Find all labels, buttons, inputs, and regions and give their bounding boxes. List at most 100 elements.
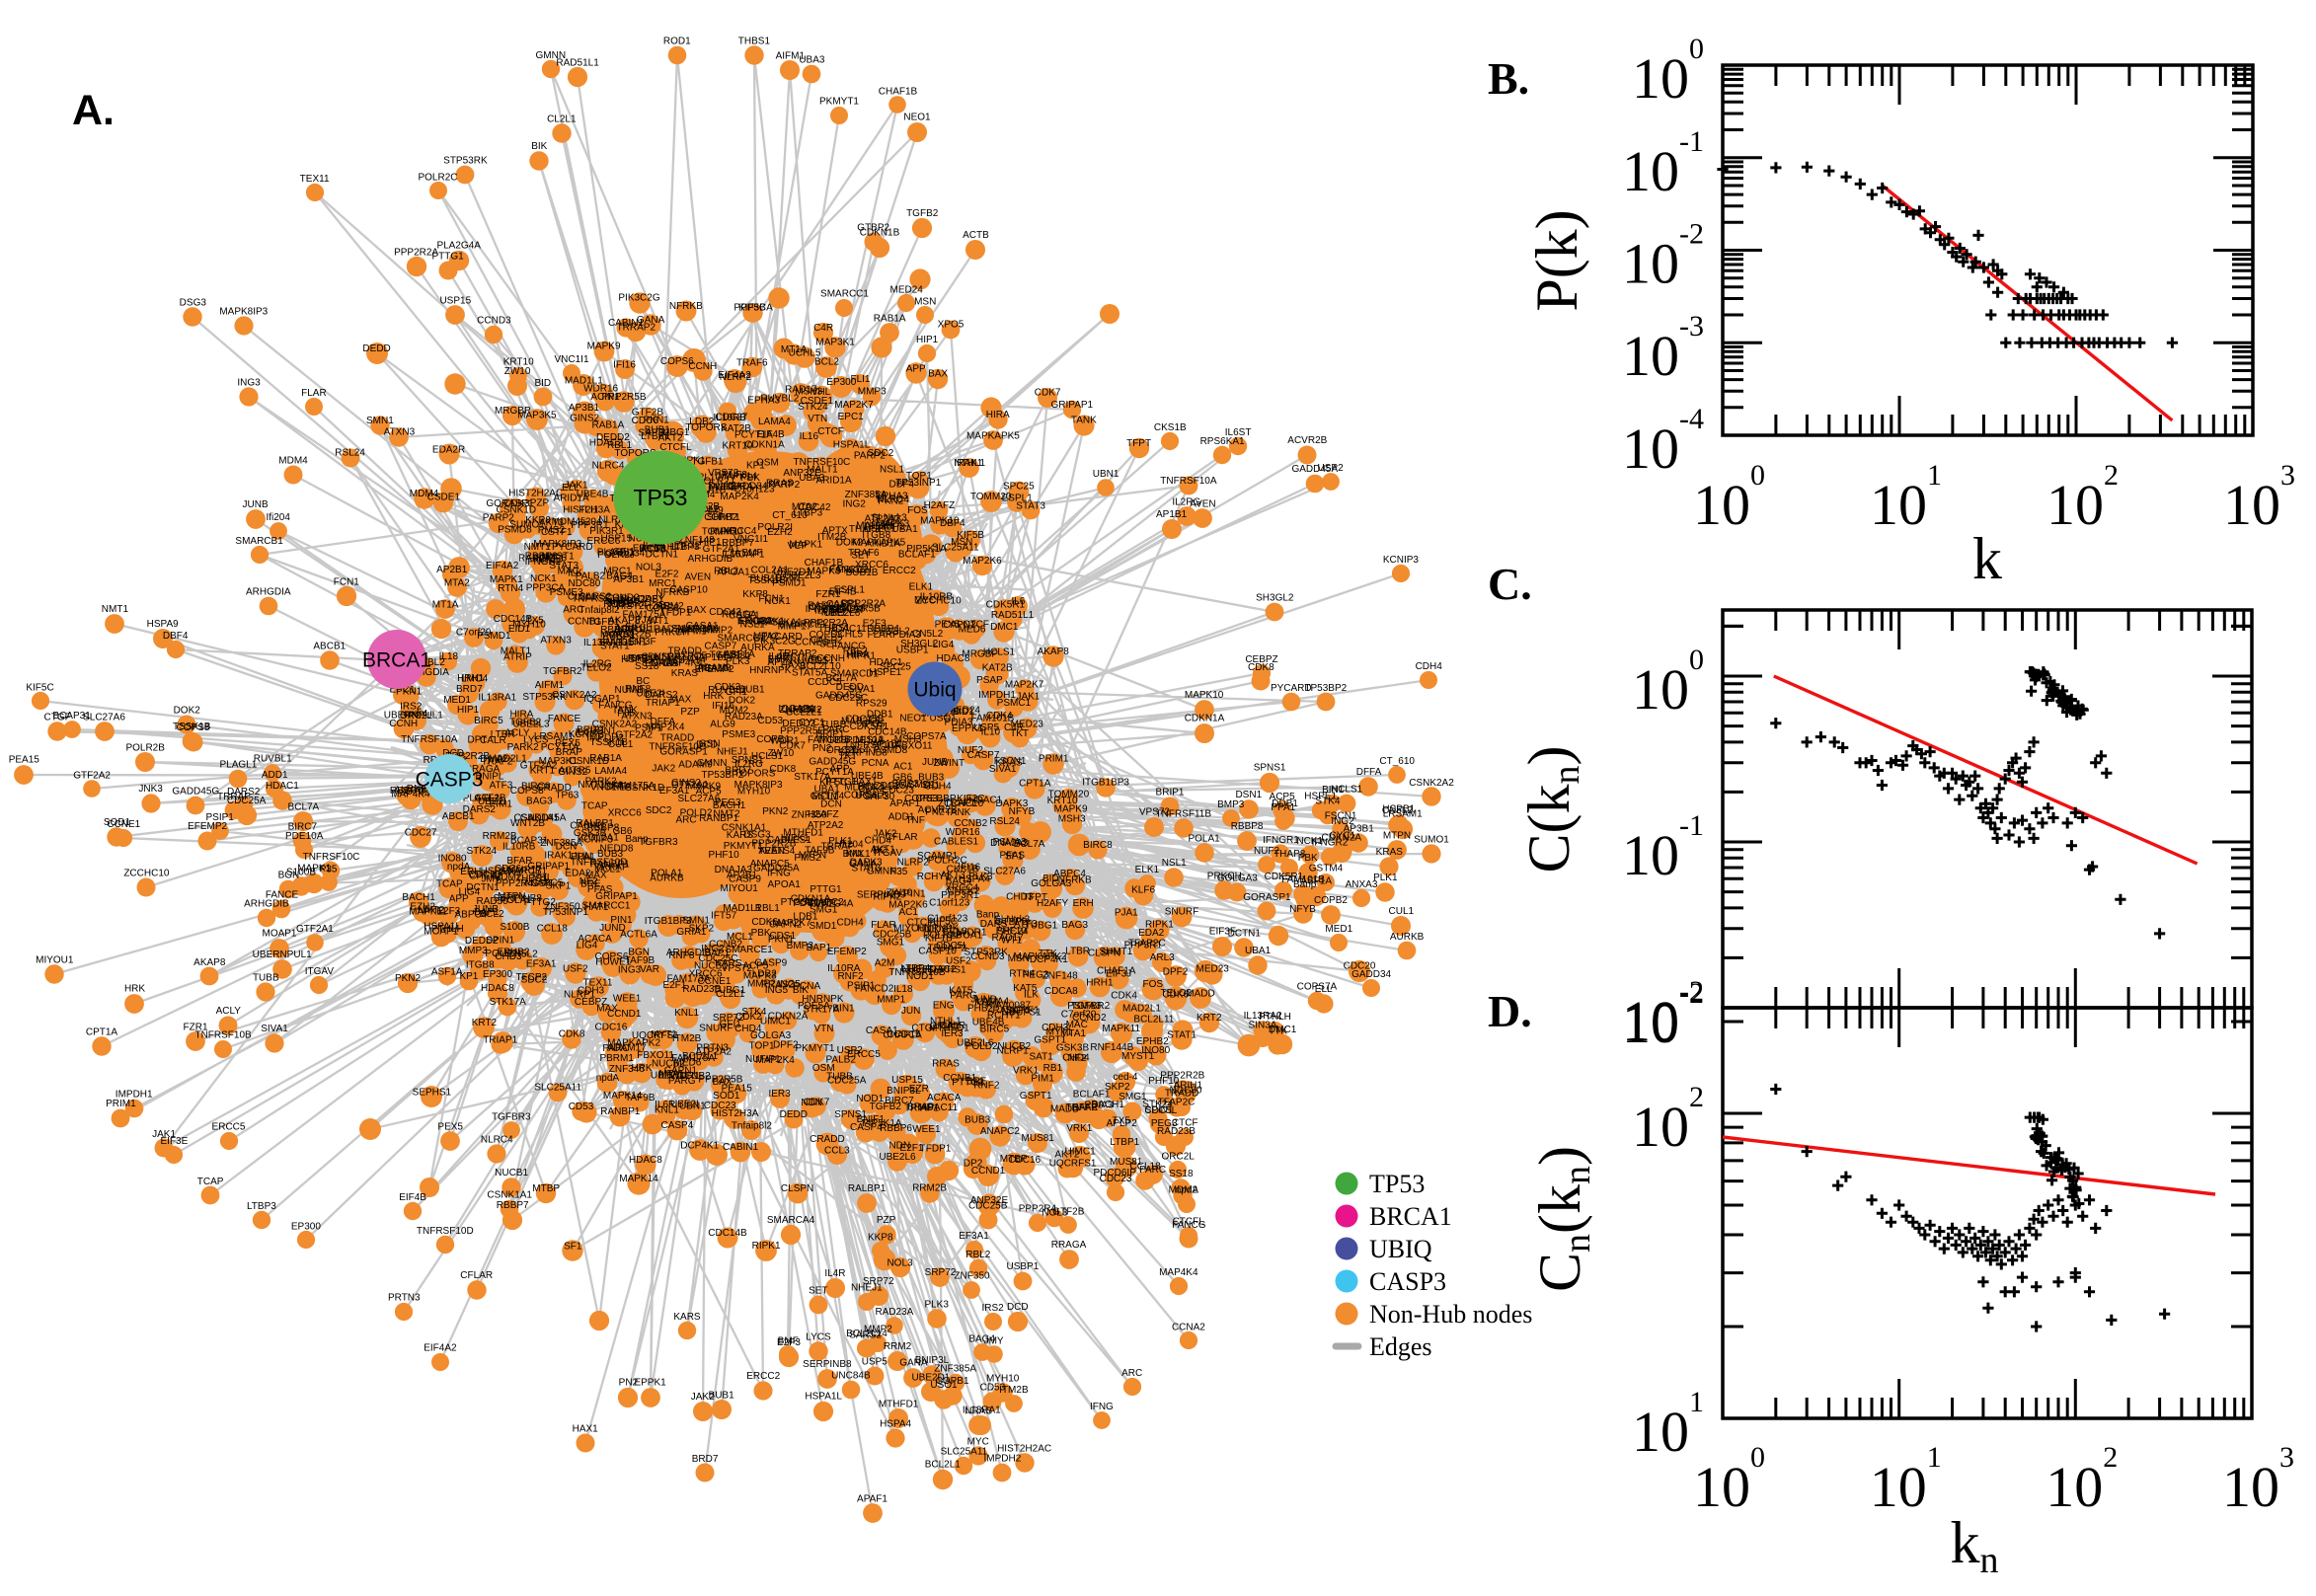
svg-text:MTBP: MTBP <box>1000 1154 1028 1165</box>
svg-text:CCL18: CCL18 <box>537 924 569 935</box>
svg-text:FANCD2: FANCD2 <box>829 565 869 575</box>
svg-text:PARP2: PARP2 <box>854 450 886 461</box>
svg-text:JNK3: JNK3 <box>138 784 163 795</box>
svg-text:TOMM20: TOMM20 <box>970 492 1012 502</box>
svg-text:KRT10: KRT10 <box>503 357 534 368</box>
svg-text:KIF5C: KIF5C <box>930 917 958 928</box>
svg-text:MAX: MAX <box>596 1004 618 1015</box>
svg-text:TNFRSF10C: TNFRSF10C <box>794 457 851 468</box>
svg-text:UBE2L6: UBE2L6 <box>879 1152 916 1163</box>
svg-text:RRAGA: RRAGA <box>1051 1240 1087 1251</box>
svg-text:BIRC7: BIRC7 <box>288 822 318 833</box>
svg-text:LTBP4: LTBP4 <box>900 963 930 974</box>
svg-text:TRADD: TRADD <box>1165 1089 1198 1100</box>
svg-text:VAR: VAR <box>640 964 659 975</box>
svg-text:PKN2: PKN2 <box>395 973 422 984</box>
svg-text:COPB2: COPB2 <box>1314 895 1348 906</box>
svg-text:PZP: PZP <box>680 707 700 718</box>
svg-text:COPS3: COPS3 <box>809 630 842 641</box>
svg-text:RAD50: RAD50 <box>476 896 508 907</box>
svg-text:RAD51L1: RAD51L1 <box>556 57 599 68</box>
svg-text:DCD: DCD <box>1007 1302 1029 1313</box>
svg-text:CRADD: CRADD <box>810 1134 845 1145</box>
svg-text:CHD3: CHD3 <box>495 951 522 962</box>
svg-text:MAPK10: MAPK10 <box>920 515 960 526</box>
svg-text:UBIQ: UBIQ <box>1369 1235 1432 1263</box>
svg-text:CDC16: CDC16 <box>595 1023 628 1033</box>
svg-text:BAX: BAX <box>928 369 948 380</box>
svg-text:USP5: USP5 <box>862 1357 888 1368</box>
svg-text:CSNK2A2: CSNK2A2 <box>1409 778 1454 789</box>
svg-text:AKAP8: AKAP8 <box>193 957 226 968</box>
svg-text:EFEMP2: EFEMP2 <box>827 947 867 957</box>
svg-text:Tnfaip8l2: Tnfaip8l2 <box>732 1120 773 1131</box>
svg-text:HDAC11: HDAC11 <box>919 1102 958 1113</box>
svg-text:HCLS1: HCLS1 <box>751 751 784 762</box>
svg-text:DPT: DPT <box>468 735 488 746</box>
svg-text:MSH3: MSH3 <box>795 386 822 397</box>
svg-text:BAG3: BAG3 <box>526 796 553 806</box>
svg-text:MAPK3: MAPK3 <box>876 519 909 530</box>
svg-text:NMT2: NMT2 <box>713 809 740 820</box>
svg-text:Non-Hub nodes: Non-Hub nodes <box>1369 1300 1532 1329</box>
svg-text:CHD4: CHD4 <box>1062 1052 1090 1063</box>
svg-text:DSG3: DSG3 <box>180 297 207 308</box>
svg-text:HIST2H2AC: HIST2H2AC <box>508 488 563 498</box>
svg-text:JAK2: JAK2 <box>652 763 675 774</box>
svg-text:KCNIP3: KCNIP3 <box>1383 555 1420 566</box>
svg-text:BID: BID <box>534 378 551 389</box>
svg-text:PPP2R5B: PPP2R5B <box>601 392 646 403</box>
svg-text:KRT1: KRT1 <box>530 765 556 776</box>
svg-text:PLAGL1: PLAGL1 <box>219 759 257 770</box>
svg-text:MAPK1: MAPK1 <box>297 864 331 874</box>
svg-text:HDAC1: HDAC1 <box>266 781 299 792</box>
svg-text:DOK2: DOK2 <box>836 538 864 549</box>
svg-text:ATRIP: ATRIP <box>503 652 532 663</box>
svg-text:NSL1: NSL1 <box>1162 858 1187 869</box>
svg-text:CPT1A: CPT1A <box>1019 779 1051 790</box>
svg-text:XRCC6: XRCC6 <box>689 968 723 979</box>
svg-text:SLC25A11: SLC25A11 <box>534 1083 581 1094</box>
svg-text:CASP4: CASP4 <box>661 1120 694 1131</box>
svg-text:VRK1: VRK1 <box>1066 1123 1093 1134</box>
svg-text:KP1: KP1 <box>459 971 478 982</box>
svg-text:SLC25A11: SLC25A11 <box>941 1447 988 1458</box>
svg-text:CDC42: CDC42 <box>709 607 741 618</box>
svg-text:DBF4: DBF4 <box>163 631 189 642</box>
svg-text:HSPA1L: HSPA1L <box>805 1392 842 1403</box>
svg-text:BUB3: BUB3 <box>965 1115 991 1126</box>
svg-text:RASGRF1: RASGRF1 <box>992 1006 1040 1017</box>
svg-text:STP53RK: STP53RK <box>443 155 488 166</box>
svg-text:GANA: GANA <box>899 1358 928 1369</box>
svg-text:MCM2: MCM2 <box>793 705 822 716</box>
svg-text:DEDD2: DEDD2 <box>596 432 630 443</box>
svg-text:PZP: PZP <box>877 1215 896 1226</box>
svg-text:AC1: AC1 <box>893 762 913 773</box>
svg-text:EIF4A2: EIF4A2 <box>718 370 751 381</box>
svg-text:WEE1: WEE1 <box>912 1124 941 1135</box>
svg-text:MED24: MED24 <box>890 284 924 295</box>
svg-text:VCP: VCP <box>788 541 809 552</box>
svg-text:SCAMP1: SCAMP1 <box>917 851 959 862</box>
svg-text:BIRC8: BIRC8 <box>1083 840 1113 851</box>
svg-text:GADD45G: GADD45G <box>172 787 219 798</box>
svg-text:DCP4K1: DCP4K1 <box>680 1141 719 1152</box>
svg-text:DMC1: DMC1 <box>990 622 1019 633</box>
svg-text:USP2: USP2 <box>1318 463 1345 474</box>
svg-text:IL10RA: IL10RA <box>827 963 861 974</box>
svg-text:XPO5: XPO5 <box>938 320 965 331</box>
svg-text:S100B: S100B <box>500 922 529 933</box>
svg-text:KIF5B: KIF5B <box>957 530 984 541</box>
svg-text:USP15: USP15 <box>891 1075 923 1086</box>
svg-text:TRIAP1: TRIAP1 <box>483 1034 517 1045</box>
svg-text:GRIA1: GRIA1 <box>676 927 706 938</box>
svg-text:MTBP: MTBP <box>532 1183 560 1194</box>
svg-text:TNFRSF10A: TNFRSF10A <box>1160 476 1217 487</box>
svg-text:JUN: JUN <box>573 851 591 862</box>
svg-text:ING3: ING3 <box>237 378 261 389</box>
svg-text:PTTG1: PTTG1 <box>431 252 464 263</box>
svg-text:BMX: BMX <box>768 654 790 665</box>
svg-text:IL18: IL18 <box>439 651 459 662</box>
svg-text:IER3: IER3 <box>768 1089 791 1100</box>
svg-text:NFRKB: NFRKB <box>669 301 703 312</box>
